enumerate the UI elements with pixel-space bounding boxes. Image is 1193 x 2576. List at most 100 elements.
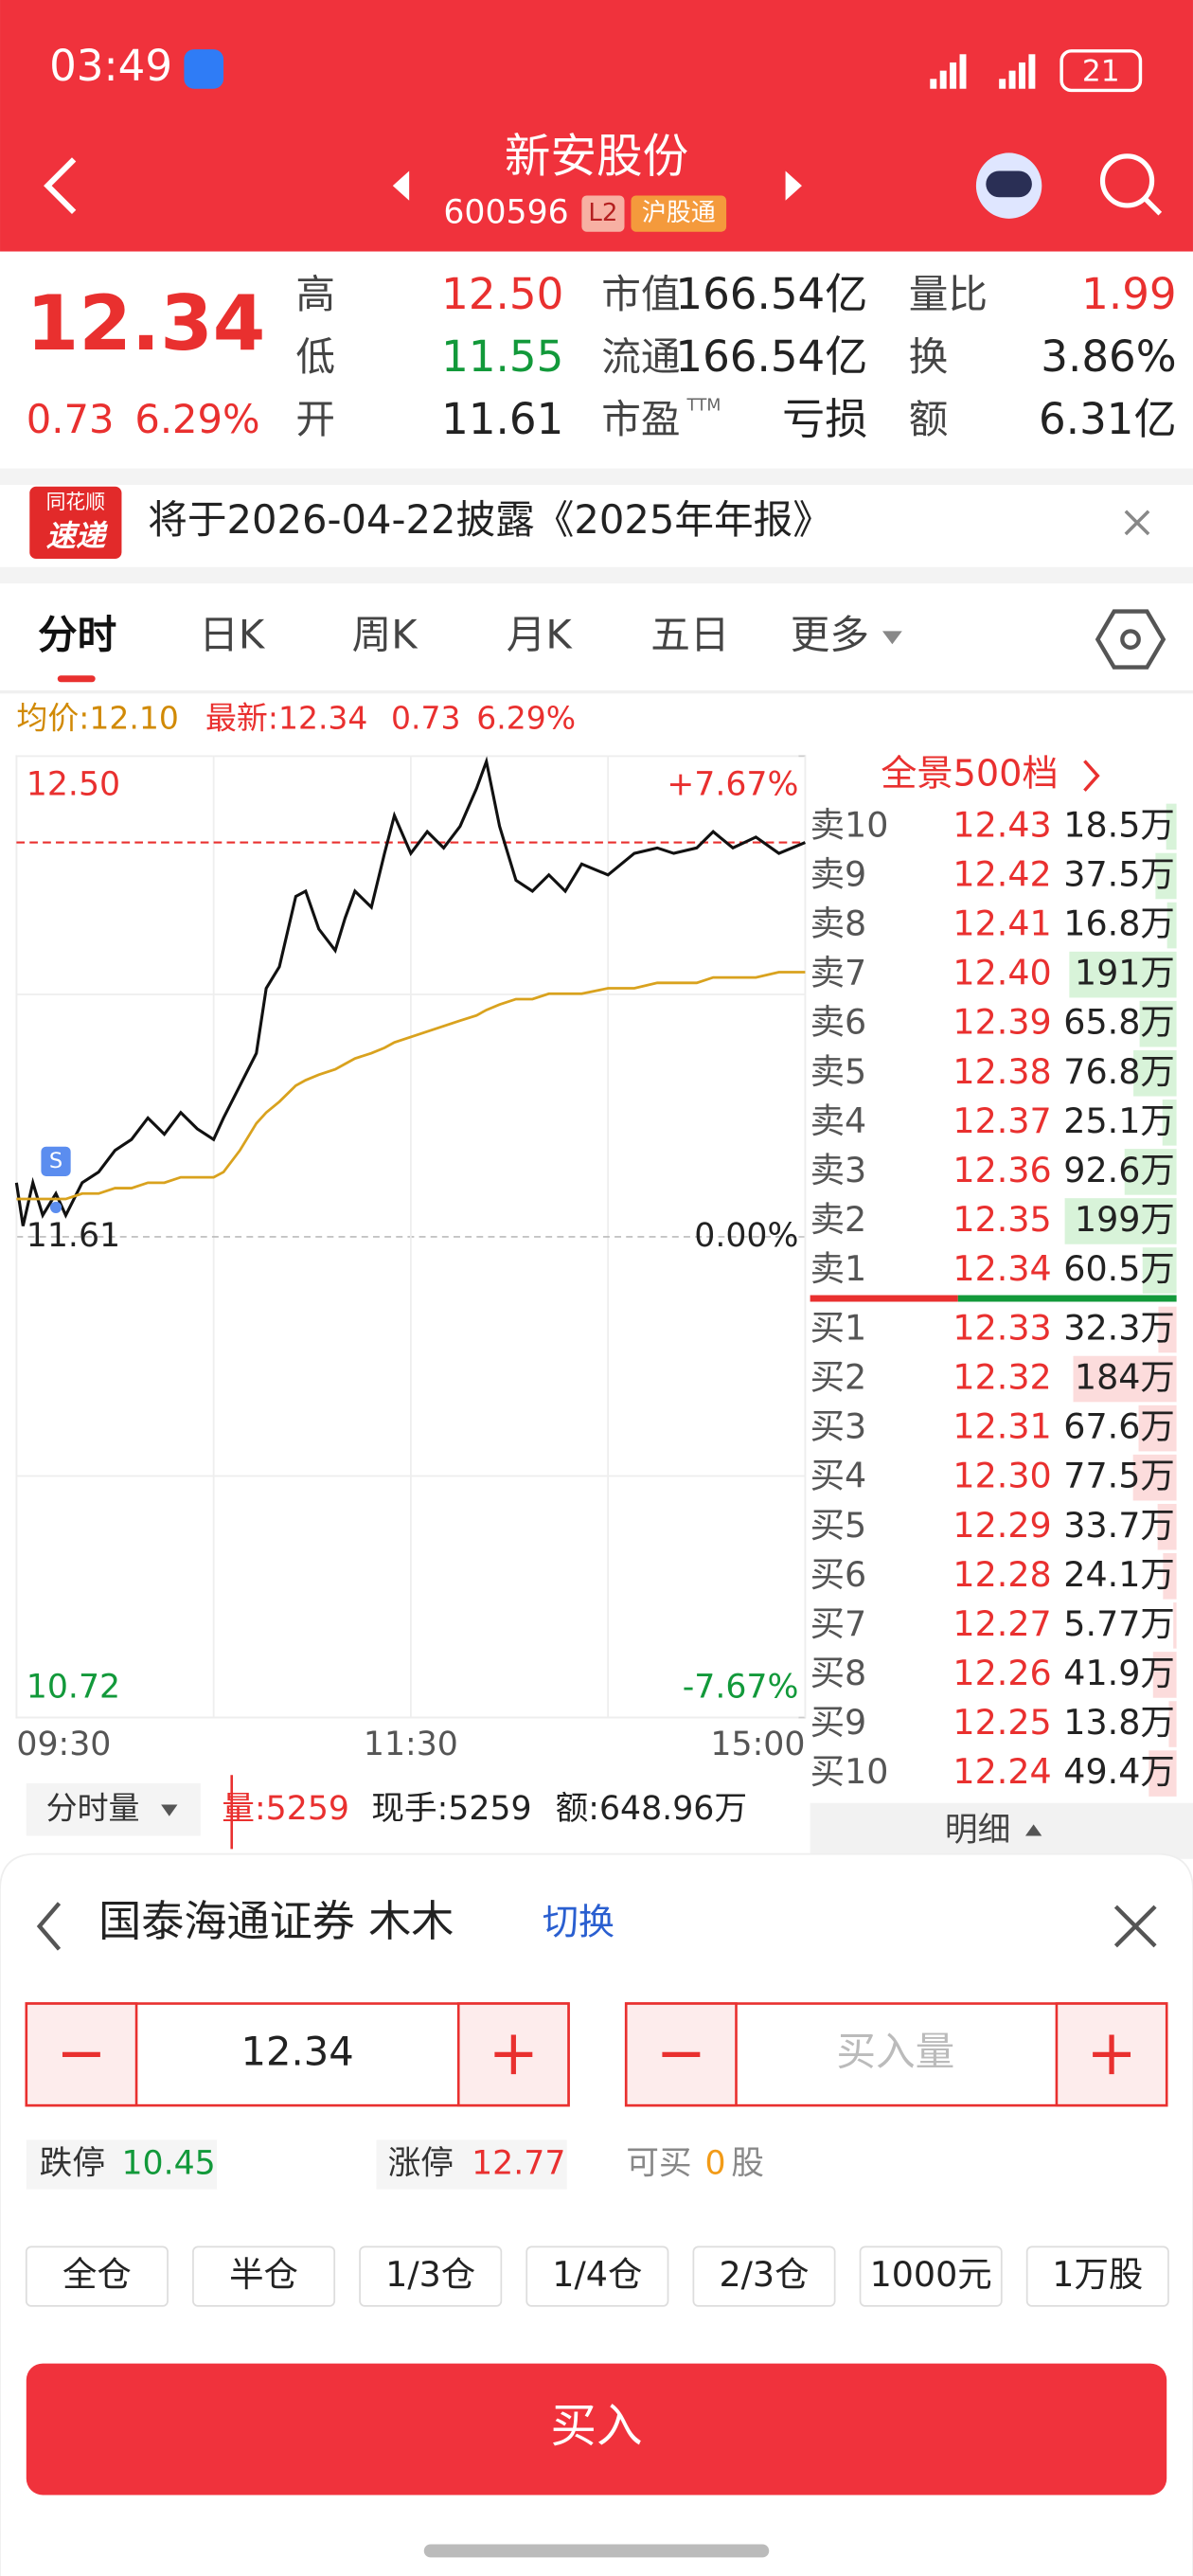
stat-value: 166.54亿 <box>675 269 867 319</box>
volume-bar <box>1073 1355 1177 1403</box>
tab[interactable]: 日K <box>199 611 266 657</box>
book-price: 12.38 <box>953 1051 1051 1092</box>
sheet-back[interactable] <box>36 1902 62 1951</box>
book-level: 卖6 <box>810 1002 867 1043</box>
can-buy: 0 <box>705 2145 726 2183</box>
spread-green <box>957 1295 1177 1302</box>
book-level: 卖4 <box>810 1100 867 1141</box>
book-price: 12.36 <box>953 1150 1051 1190</box>
volume-bar <box>1138 1404 1177 1452</box>
stat-sup: TTM <box>686 397 721 416</box>
quick-button[interactable] <box>1025 2245 1169 2307</box>
notice-close[interactable] <box>1124 510 1150 536</box>
quick-button[interactable] <box>192 2245 336 2307</box>
tab-underline <box>57 675 96 683</box>
signal-bar <box>959 54 967 89</box>
book-volume: 41.9万 <box>1063 1653 1175 1693</box>
book-level: 买2 <box>810 1357 867 1398</box>
quick-button-label[interactable]: 1000元 <box>870 2254 992 2295</box>
book-price: 12.43 <box>953 804 1051 845</box>
tab[interactable]: 月K <box>507 611 574 657</box>
book-level: 买5 <box>810 1505 867 1546</box>
quantity-input[interactable]: 买入量 <box>836 2028 954 2074</box>
quick-button-label[interactable]: 1万股 <box>1052 2254 1143 2295</box>
stat-value: 11.55 <box>441 331 563 382</box>
back-button[interactable] <box>44 157 77 215</box>
book-volume: 18.5万 <box>1063 804 1175 845</box>
book-level: 卖5 <box>810 1051 867 1092</box>
signal-bar <box>999 79 1006 89</box>
volume-bar <box>1166 902 1177 949</box>
detail-button[interactable]: 明细 <box>945 1811 1010 1849</box>
book-price: 12.33 <box>953 1307 1051 1348</box>
order-book-header[interactable]: 全景500档 <box>881 754 1058 796</box>
stat-label: 市值 <box>601 271 680 317</box>
quick-button-label[interactable]: 2/3仓 <box>719 2254 809 2295</box>
book-level: 卖7 <box>810 953 867 993</box>
limit-down: 10.45 <box>121 2145 215 2183</box>
book-level: 卖3 <box>810 1150 867 1190</box>
book-volume: 16.8万 <box>1063 903 1175 944</box>
book-level: 买1 <box>810 1307 867 1348</box>
stat-label: 流通 <box>601 333 680 380</box>
stat-value: 12.50 <box>441 269 563 319</box>
stat-label: 换 <box>909 333 949 380</box>
prev-stock[interactable] <box>392 170 410 201</box>
volume-bar <box>1064 1198 1177 1244</box>
volume-bar <box>1069 951 1177 998</box>
quick-button-label[interactable]: 1/4仓 <box>552 2254 642 2295</box>
next-stock[interactable] <box>785 170 802 201</box>
book-price: 12.29 <box>953 1505 1051 1546</box>
stat-label: 市盈 <box>601 396 680 442</box>
stat-value: 11.61 <box>441 394 563 444</box>
notice-text[interactable]: 将于2026-04-22披露《2025年年报》 <box>148 496 832 543</box>
hand-value: 现手:5259 <box>371 1790 531 1828</box>
tab[interactable]: 分时 <box>38 611 116 657</box>
can-buy-unit: 股 <box>731 2145 764 2183</box>
tab[interactable]: 更多 <box>791 611 869 657</box>
divider <box>0 566 1193 584</box>
price-input[interactable]: 12.34 <box>241 2028 354 2074</box>
limit-down-label: 跌停 <box>40 2145 105 2183</box>
price-line <box>16 971 806 1201</box>
stat-label: 额 <box>909 396 949 442</box>
quick-button-label[interactable]: 1/3仓 <box>385 2254 475 2295</box>
quick-button[interactable] <box>359 2245 503 2307</box>
quick-button[interactable] <box>859 2245 1003 2307</box>
book-price: 12.39 <box>953 1002 1051 1043</box>
volume-selector[interactable]: 分时量 <box>46 1789 140 1826</box>
settings-icon[interactable] <box>1095 609 1166 670</box>
notice-badge-bg <box>29 486 122 560</box>
book-level: 卖10 <box>810 804 889 845</box>
buy-button-label[interactable]: 买入 <box>550 2400 642 2453</box>
sheet-close[interactable] <box>1113 1905 1157 1948</box>
stock-code: 600596 <box>443 194 568 232</box>
book-volume: 24.1万 <box>1063 1554 1175 1595</box>
quick-button-label[interactable]: 半仓 <box>229 2254 298 2295</box>
quick-button[interactable] <box>525 2245 669 2307</box>
book-price: 12.34 <box>953 1248 1051 1289</box>
book-level: 买10 <box>810 1751 889 1792</box>
more-caret <box>881 631 902 645</box>
last-price: 12.34 <box>27 279 266 367</box>
tab[interactable]: 周K <box>352 611 419 657</box>
notice-badge-top: 同花顺 <box>46 491 105 513</box>
stat-value: 3.86% <box>1041 331 1176 382</box>
volume-bar <box>1155 852 1177 900</box>
book-volume: 32.3万 <box>1063 1307 1175 1348</box>
volume-bar <box>1166 803 1177 850</box>
stat-value: 1.99 <box>1081 269 1176 319</box>
quick-button[interactable] <box>692 2245 836 2307</box>
book-price: 12.28 <box>953 1554 1051 1595</box>
tab[interactable]: 五日 <box>650 611 729 657</box>
search-icon[interactable] <box>1099 153 1155 208</box>
robot-face <box>986 170 1032 198</box>
buy-button[interactable] <box>26 2363 1167 2496</box>
switch-broker[interactable]: 切换 <box>543 1903 614 1944</box>
quick-button[interactable] <box>25 2245 169 2307</box>
detail-bg[interactable] <box>810 1802 1193 1859</box>
price-change: 0.73 <box>27 396 115 442</box>
quick-button-label[interactable]: 全仓 <box>62 2254 132 2295</box>
latest-change: 0.73 <box>391 700 460 737</box>
